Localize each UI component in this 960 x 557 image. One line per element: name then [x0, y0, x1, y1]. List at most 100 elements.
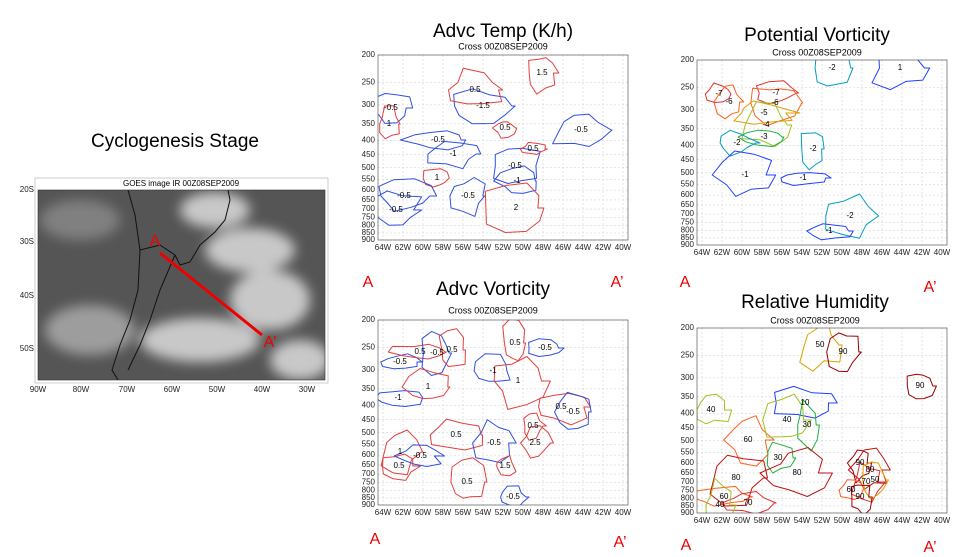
y-tick-label: 200: [681, 323, 695, 332]
y-tick-label: 900: [362, 500, 376, 509]
x-tick-label: 54W: [794, 248, 811, 257]
contour-line: [448, 67, 504, 105]
y-tick-label: 200: [362, 315, 376, 324]
y-tick-label: 250: [362, 78, 376, 87]
contour-line: [814, 60, 854, 87]
y-tick-label: 550: [681, 448, 695, 457]
contour-label: 80: [732, 473, 741, 482]
contour-label: -0.5: [574, 125, 588, 134]
x-tick-label: 52W: [814, 516, 831, 525]
x-tick-label: 52W: [495, 243, 512, 252]
contour-label: 70: [862, 477, 871, 486]
x-tick-label: 58W: [435, 243, 452, 252]
x-tick-label: 46W: [874, 248, 891, 257]
y-tick-label: 800: [681, 226, 695, 235]
contour-line: [846, 449, 873, 484]
contour-label: 70: [744, 498, 753, 507]
y-tick-label: 400: [681, 408, 695, 417]
plot-frame: [696, 327, 948, 514]
x-tick-label: 44W: [894, 248, 911, 257]
contour-label: 1: [398, 447, 403, 456]
end-label: A’: [613, 534, 626, 551]
y-tick-label: 650: [362, 460, 376, 469]
contours: [378, 320, 592, 505]
x-tick-label: 42W: [595, 508, 612, 517]
contour-label: 90: [839, 347, 848, 356]
contour-label: -0.5: [430, 348, 444, 357]
x-tick-label: 44W: [575, 243, 592, 252]
contour-label: 1: [516, 376, 521, 385]
y-tick-label: 600: [681, 458, 695, 467]
contour-label: 0.5: [450, 430, 462, 439]
contour-line: [484, 182, 545, 233]
contour-line: [500, 485, 530, 505]
y-tick-label: 450: [362, 415, 376, 424]
x-tick-label: 62W: [395, 508, 412, 517]
contour-line: [697, 393, 733, 425]
contour-line: [378, 178, 438, 212]
map-lon-label: 30W: [299, 385, 316, 394]
x-tick-label: 62W: [714, 516, 731, 525]
contour-label: 2.5: [529, 438, 541, 447]
y-tick-label: 550: [362, 175, 376, 184]
contour-line: [378, 190, 423, 226]
y-tick-label: 450: [681, 155, 695, 164]
y-tick-label: 800: [681, 494, 695, 503]
y-tick-label: 300: [681, 373, 695, 382]
map-lon-label: 50W: [209, 385, 226, 394]
start-label: A: [363, 274, 374, 291]
y-tick-label: 750: [362, 478, 376, 487]
contour-line: [387, 343, 447, 360]
map-lat-label: 30S: [20, 237, 34, 246]
y-tick-label: 300: [362, 365, 376, 374]
contour-label: -2: [809, 144, 817, 153]
contour-line: [847, 447, 891, 490]
panel-title: Relative Humidity: [741, 292, 889, 313]
y-tick-label: 500: [681, 436, 695, 445]
x-tick-label: 50W: [834, 516, 851, 525]
y-tick-label: 800: [362, 221, 376, 230]
contour-label: -2: [846, 211, 854, 220]
panel-title: Advc Temp (K/h): [433, 21, 573, 42]
contour-label: 60: [847, 485, 856, 494]
contour-line: [496, 455, 517, 477]
x-tick-label: 54W: [475, 508, 492, 517]
contour-label: -0.5: [413, 451, 427, 460]
y-tick-label: 300: [681, 105, 695, 114]
x-tick-label: 40W: [615, 243, 632, 252]
y-tick-label: 750: [681, 218, 695, 227]
x-tick-label: 48W: [854, 516, 871, 525]
contour-line: [523, 412, 547, 441]
contour-line: [449, 177, 486, 217]
contour-line: [520, 425, 554, 459]
contour-line: [380, 353, 423, 370]
contour-line: [502, 320, 527, 362]
contour-label: -0.5: [384, 103, 398, 112]
contour-line: [378, 390, 424, 407]
contour-label: 80: [793, 468, 802, 477]
y-tick-label: 600: [362, 450, 376, 459]
contour-label: -0.5: [397, 191, 411, 200]
contour-line: [493, 147, 541, 184]
contour-label: -0.5: [487, 438, 501, 447]
x-tick-label: 50W: [834, 248, 851, 257]
contour-label: -1: [449, 149, 457, 158]
x-tick-label: 40W: [934, 516, 951, 525]
x-tick-label: 54W: [794, 516, 811, 525]
contour-label: -1: [513, 176, 521, 185]
contour-line: [766, 441, 797, 474]
y-tick-label: 600: [681, 190, 695, 199]
contour-line: [381, 453, 421, 481]
y-tick-label: 750: [362, 213, 376, 222]
contour-line: [427, 141, 482, 170]
y-tick-label: 500: [362, 163, 376, 172]
y-tick-label: 350: [362, 119, 376, 128]
map-lon-label: 70W: [119, 385, 136, 394]
contour-line: [741, 101, 793, 147]
contour-line: [711, 150, 777, 197]
y-tick-label: 350: [362, 384, 376, 393]
panel-title: Potential Vorticity: [744, 25, 890, 46]
plot-frame: [377, 54, 629, 241]
x-tick-label: 64W: [694, 248, 711, 257]
contour-line: [473, 353, 511, 382]
